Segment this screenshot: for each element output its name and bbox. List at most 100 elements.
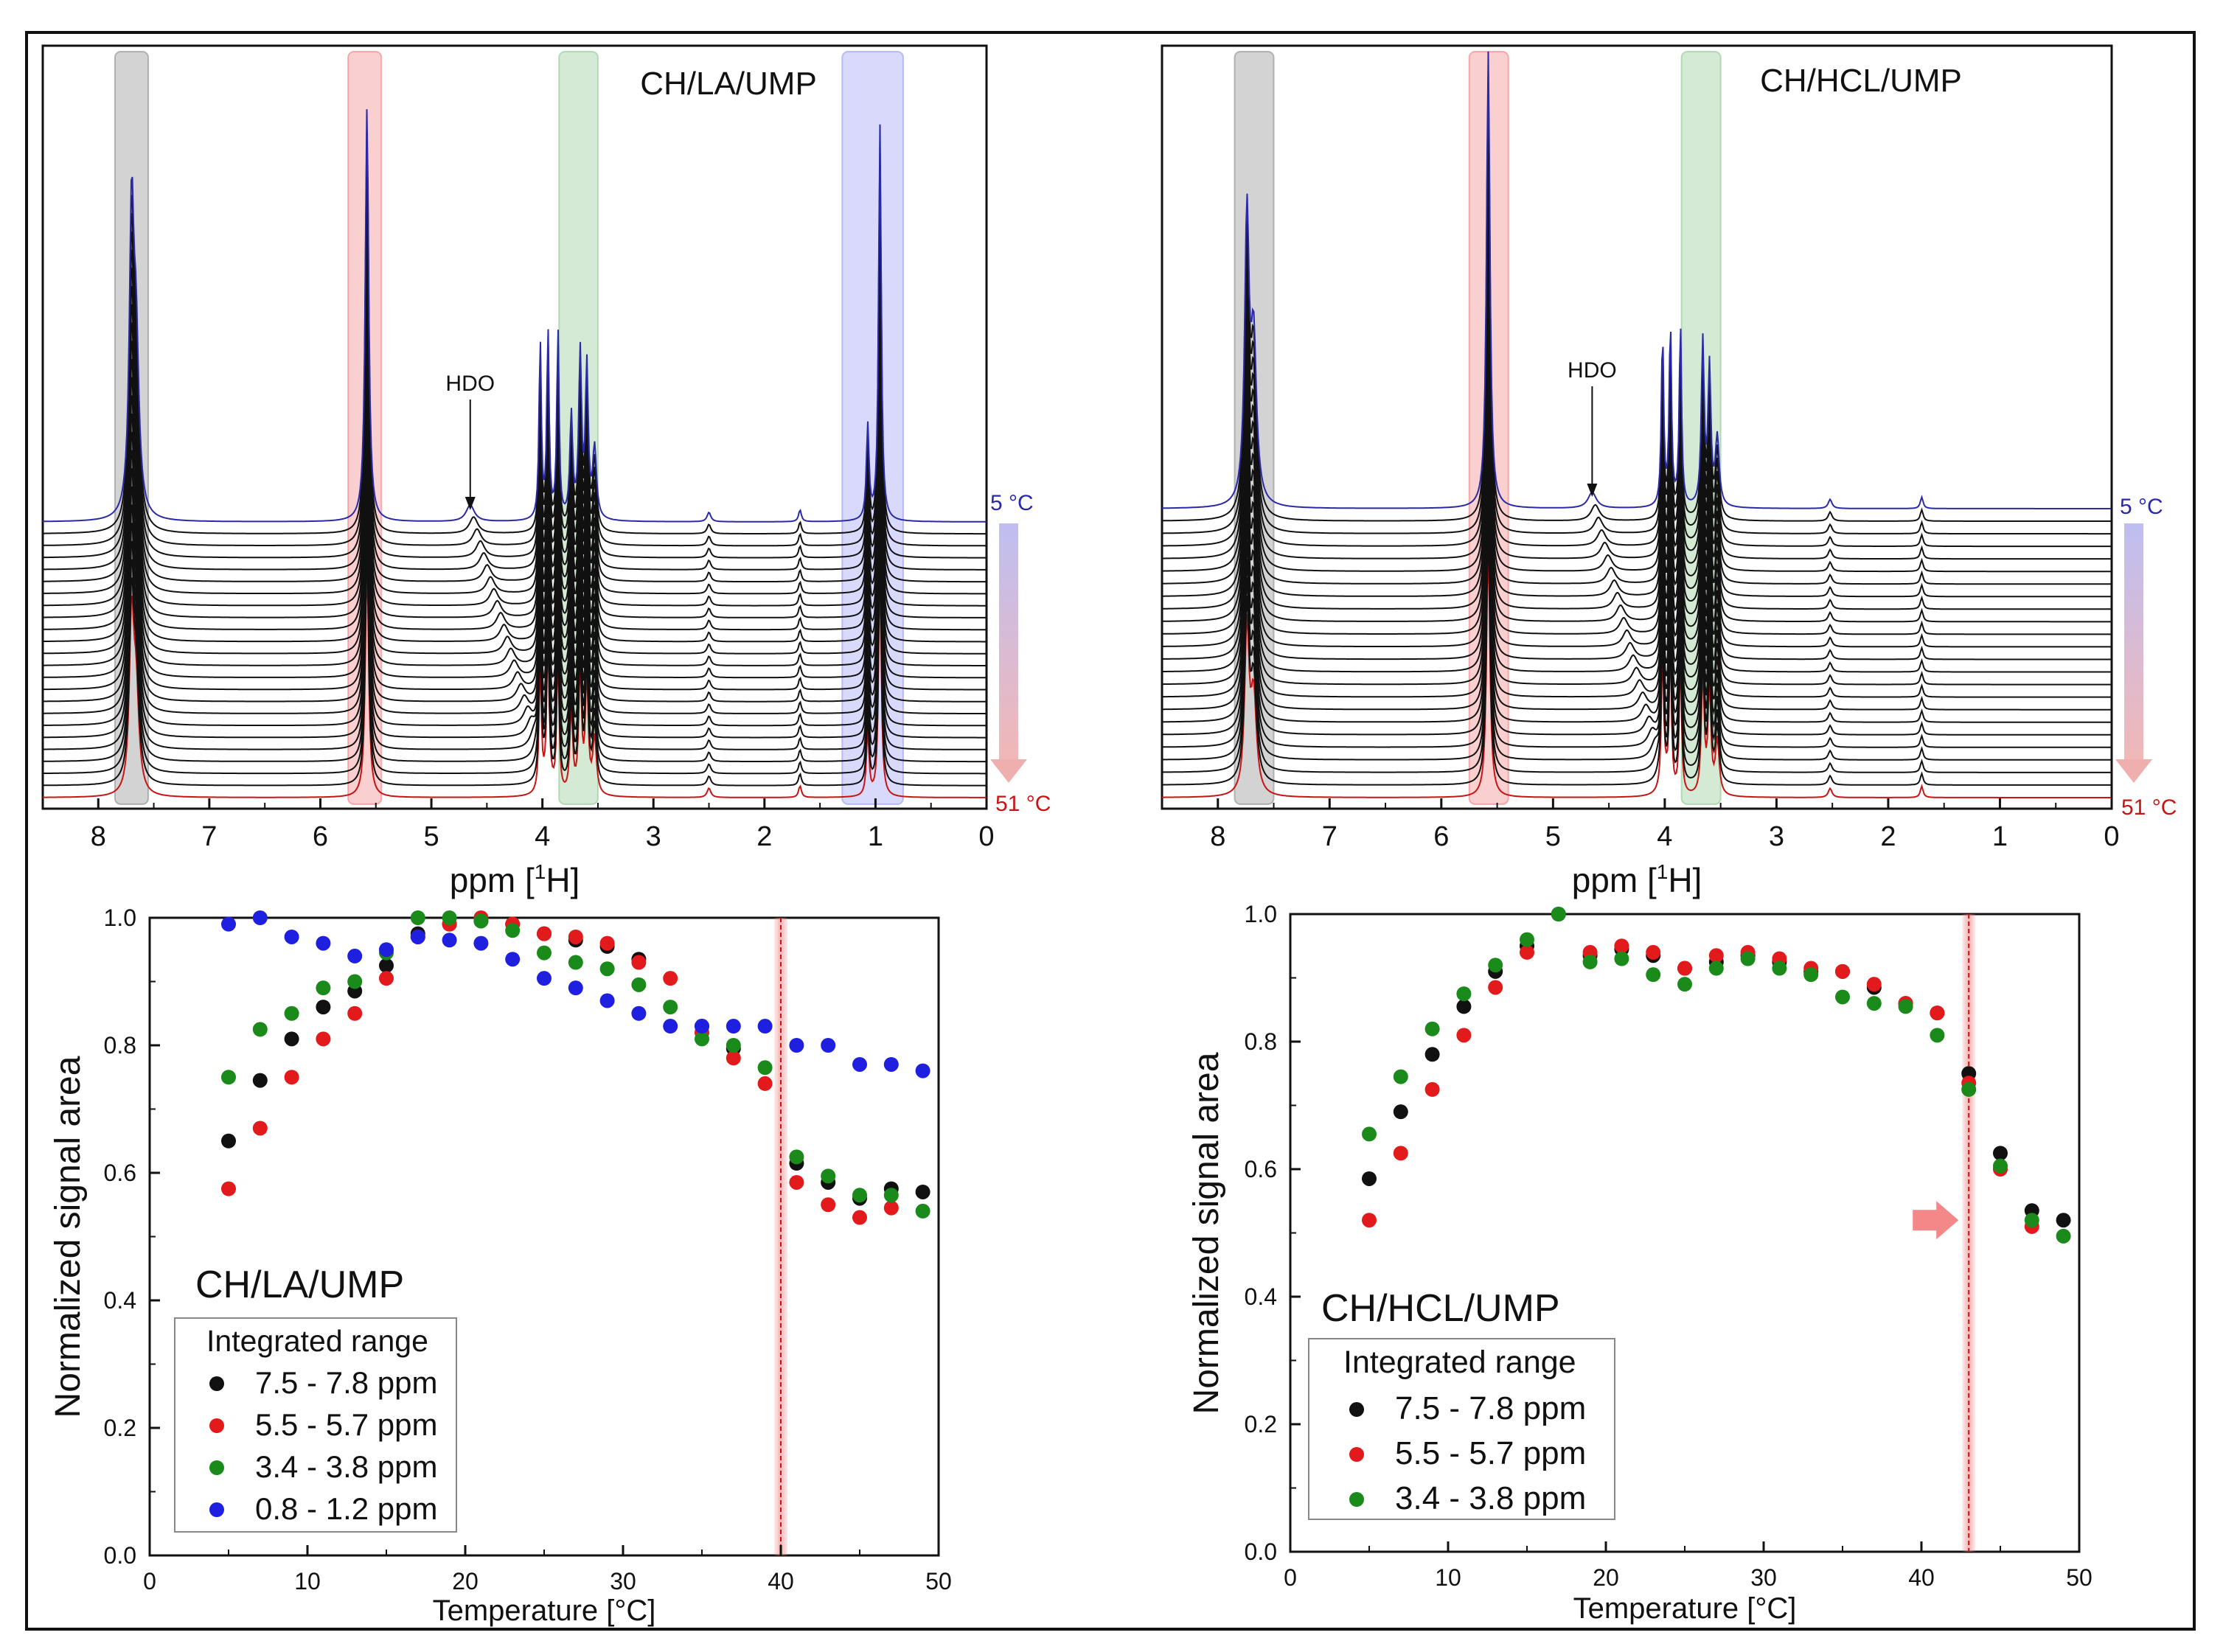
data-point (599, 961, 615, 977)
legend-label: 3.4 - 3.8 ppm (1395, 1480, 1586, 1516)
y-tick-label: 0.2 (1245, 1411, 1277, 1437)
spectrum-trace (1162, 349, 2111, 686)
x-tick-label: 20 (1593, 1564, 1619, 1591)
spectrum-trace (43, 484, 987, 750)
legend-label: 7.5 - 7.8 ppm (255, 1365, 437, 1400)
data-point (695, 1019, 709, 1034)
scatter-left-x-axis-label: Temperature [°C] (433, 1595, 656, 1627)
spectrum-trace (1161, 264, 2111, 635)
data-point (537, 926, 552, 941)
data-point (599, 935, 615, 951)
data-point (1456, 1028, 1472, 1043)
legend-marker (1349, 1447, 1364, 1462)
data-point (789, 1149, 804, 1165)
spectrum-left-traces (42, 109, 987, 798)
y-tick-label: 0.6 (104, 1160, 136, 1186)
spectrum-trace (43, 366, 987, 679)
y-tick-label: 0.4 (104, 1287, 136, 1314)
data-point (2056, 1228, 2071, 1244)
data-point (473, 935, 489, 951)
x-tick-label: 8 (91, 821, 106, 852)
data-point (284, 929, 299, 944)
scatter-left-legend-title: Integrated range (206, 1324, 428, 1358)
data-point (852, 1188, 867, 1203)
legend-label: 3.4 - 3.8 ppm (255, 1449, 437, 1484)
legend-label: 5.5 - 5.7 ppm (255, 1407, 437, 1442)
spectrum-trace (43, 109, 987, 523)
scatter-right-legend-box (1308, 1338, 1615, 1520)
spectrum-right-hdo-label: HDO (1568, 358, 1617, 383)
legend-label: 0.8 - 1.2 ppm (255, 1491, 437, 1526)
data-point (1424, 1047, 1440, 1062)
data-point (821, 1197, 836, 1213)
data-point (599, 993, 615, 1008)
data-point (568, 929, 583, 944)
spectrum-left-title: CH/LA/UMP (640, 66, 817, 102)
data-point (663, 971, 678, 986)
spectrum-right-title: CH/HCL/UMP (1760, 63, 1962, 99)
spectrum-trace (1162, 243, 2111, 623)
x-tick-label: 7 (1322, 821, 1337, 852)
spectrum-trace (1162, 72, 2111, 522)
x-tick-label: 1 (1992, 821, 2008, 852)
data-point (1708, 961, 1724, 976)
spectrum-trace (1162, 222, 2111, 610)
data-point (252, 910, 268, 925)
data-point (537, 945, 552, 961)
data-point (631, 977, 647, 992)
x-tick-label: 5 (423, 821, 439, 852)
x-tick-label: 6 (1433, 821, 1449, 852)
data-point (852, 1056, 867, 1072)
spectrum-left-x-axis-label: ppm [1H] (450, 860, 580, 899)
spectrum-trace (43, 267, 987, 618)
figure-frame (25, 31, 2196, 1631)
x-tick-label: 3 (646, 821, 661, 852)
data-point (1424, 1021, 1440, 1036)
spectrum-trace (1162, 158, 2111, 573)
spectrum-trace (42, 148, 987, 547)
spectrum-left-temperature-arrow (999, 523, 1018, 759)
nmr-spectrum-right: 8 7 6 5 4 3 2 1 0 CH/HCL/UMP HDO 5 °C 51 °C ppm … (1161, 44, 2177, 899)
data-point (568, 980, 583, 996)
data-point (1930, 1006, 1945, 1021)
spectrum-trace (1162, 520, 2111, 786)
data-point (757, 1076, 773, 1091)
data-point (1866, 996, 1882, 1011)
spectrum-right-traces (1161, 51, 2111, 798)
data-point (379, 958, 394, 973)
data-point (1393, 1146, 1408, 1161)
data-point (663, 1019, 678, 1034)
x-tick-label: 40 (1908, 1564, 1935, 1591)
spectrum-left-temp-top: 5 °C (990, 491, 1034, 515)
legend-marker (209, 1502, 224, 1517)
data-point (442, 933, 457, 948)
data-point (252, 1073, 268, 1088)
data-point (316, 935, 331, 951)
data-point (695, 1031, 709, 1047)
legend-marker (209, 1376, 224, 1391)
spectrum-trace (1162, 94, 2111, 535)
spectrum-trace (43, 425, 987, 714)
data-point (316, 1000, 331, 1015)
x-tick-label: 0 (978, 821, 994, 852)
scatter-right-y-axis-label: Normalized signal area (1187, 1052, 1226, 1414)
spectrum-left-temp-bottom: 51 °C (995, 792, 1051, 816)
data-point (284, 1006, 299, 1021)
spectrum-left-temperature-arrowhead (990, 759, 1027, 783)
data-point (2056, 1213, 2071, 1228)
spectrum-right-hdo-arrowhead (1587, 484, 1598, 497)
data-point (1520, 944, 1534, 960)
data-point (2024, 1213, 2039, 1228)
data-point (1898, 999, 1913, 1014)
x-tick-label: 2 (1880, 821, 1896, 852)
data-point (915, 1203, 930, 1219)
spectrum-trace (1162, 477, 2111, 761)
data-point (505, 952, 521, 967)
scatter-left-points (221, 910, 930, 1225)
data-point (505, 923, 521, 938)
spectrum-trace (1162, 541, 2111, 798)
scatter-right-legend: Integrated range 7.5 - 7.8 ppm 5.5 - 5.7 … (1308, 1338, 1615, 1520)
x-tick-label: 50 (2066, 1564, 2092, 1591)
data-point (883, 1056, 899, 1072)
data-point (1456, 999, 1472, 1014)
